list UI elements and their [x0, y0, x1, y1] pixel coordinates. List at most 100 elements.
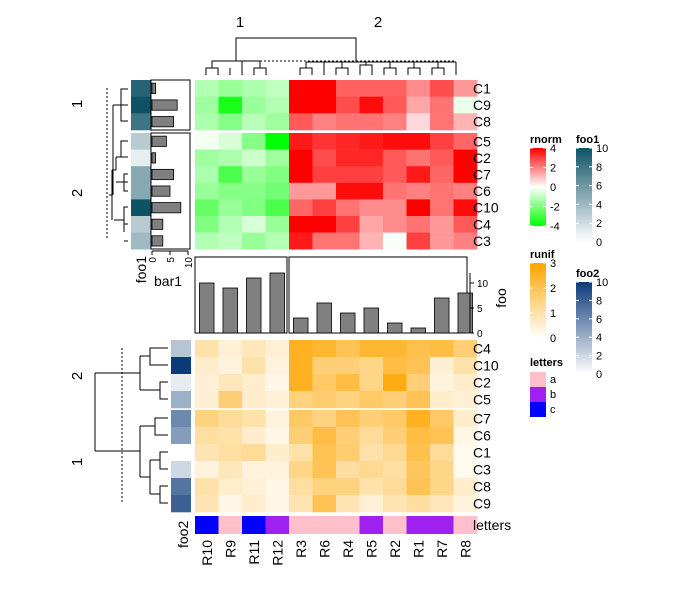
runif-cell	[312, 427, 337, 445]
rnorm-cell	[359, 166, 384, 184]
runif-cell	[289, 444, 313, 462]
rnorm-cell	[195, 232, 219, 250]
runif-cell	[242, 478, 266, 496]
column-label: R6	[316, 540, 332, 558]
runif-cell	[359, 357, 384, 375]
column-split-label: 1	[236, 14, 244, 31]
rnorm-cell	[383, 80, 407, 97]
runif-cell	[195, 391, 219, 409]
runif-cell	[336, 478, 360, 496]
runif-cell	[383, 357, 407, 375]
letters-cell	[383, 516, 407, 534]
letters-cell	[265, 516, 290, 534]
column-label: R2	[387, 540, 403, 558]
runif-cell	[430, 374, 454, 392]
rnorm-cell	[453, 232, 478, 250]
runif-cell	[312, 410, 337, 428]
runif-cell	[453, 478, 478, 496]
rnorm-cell	[242, 182, 266, 200]
rnorm-cell	[242, 216, 266, 233]
bar1-bar	[151, 235, 164, 247]
letters-cell	[430, 516, 454, 534]
runif-cell	[195, 427, 219, 445]
column-label: R9	[222, 540, 238, 558]
runif-cell	[453, 391, 478, 409]
foo-bar	[293, 317, 309, 334]
rnorm-cell	[265, 133, 290, 150]
letters-cell	[406, 516, 431, 534]
rnorm-cell	[195, 149, 219, 167]
rnorm-cell	[265, 166, 290, 184]
rnorm-cell	[336, 232, 360, 250]
rnorm-cell	[312, 96, 337, 114]
runif-cell	[242, 340, 266, 358]
rnorm-cell	[242, 232, 266, 250]
rnorm-cell	[383, 166, 407, 184]
runif-cell	[359, 410, 384, 428]
runif-legend-tick-label: 2	[550, 283, 556, 295]
runif-cell	[312, 478, 337, 496]
runif-cell	[430, 391, 454, 409]
runif-cell	[453, 427, 478, 445]
foo-label: foo	[493, 288, 509, 308]
rnorm-cell	[406, 96, 431, 114]
runif-cell	[195, 357, 219, 375]
bar1-panel	[150, 79, 191, 131]
foo-bar	[340, 312, 356, 334]
runif-cell	[406, 478, 431, 496]
runif-cell	[218, 357, 243, 375]
runif-cell	[265, 357, 290, 375]
rnorm-cell	[359, 133, 384, 150]
runif-cell	[218, 478, 243, 496]
rnorm-cell	[383, 182, 407, 200]
rnorm-legend-tick-label: 2	[550, 163, 556, 175]
column-label: R4	[340, 540, 356, 558]
runif-cell	[195, 444, 219, 462]
runif-cell	[312, 444, 337, 462]
top-row-label: C2	[473, 150, 491, 166]
letters-cell	[195, 516, 219, 534]
runif-cell	[359, 374, 384, 392]
foo1-cell	[131, 96, 151, 114]
rnorm-cell	[406, 166, 431, 184]
column-label: R5	[363, 540, 379, 558]
letters-legend-label: c	[550, 404, 556, 416]
foo-bar	[410, 327, 426, 334]
runif-cell	[242, 427, 266, 445]
runif-cell	[265, 495, 290, 513]
column-label: R3	[293, 540, 309, 558]
rnorm-cell	[359, 113, 384, 131]
rnorm-cell	[430, 149, 454, 167]
foo2-legend-tick-label: 0	[596, 369, 602, 381]
foo1-legend-tick-label: 4	[596, 199, 602, 211]
rnorm-cell	[312, 182, 337, 200]
runif-cell	[265, 444, 290, 462]
runif-cell	[359, 427, 384, 445]
bottom-split-label: 2	[69, 372, 86, 380]
rnorm-cell	[289, 149, 313, 167]
rnorm-cell	[453, 166, 478, 184]
runif-cell	[336, 444, 360, 462]
rnorm-cell	[359, 216, 384, 233]
runif-cell	[265, 461, 290, 479]
bar1-tick-label: 10	[184, 257, 195, 269]
runif-cell	[265, 478, 290, 496]
rnorm-cell	[406, 199, 431, 217]
rnorm-cell	[430, 96, 454, 114]
foo1-legend-tick-label: 2	[596, 218, 602, 230]
rnorm-cell	[430, 133, 454, 150]
runif-cell	[312, 357, 337, 375]
runif-cell	[242, 357, 266, 375]
rnorm-cell	[265, 232, 290, 250]
runif-cell	[336, 410, 360, 428]
runif-cell	[383, 495, 407, 513]
runif-cell	[383, 374, 407, 392]
foo2-legend-bar	[576, 282, 592, 374]
rnorm-cell	[312, 232, 337, 250]
rnorm-cell	[242, 199, 266, 217]
bottom-row-label: C10	[473, 358, 499, 374]
rnorm-cell	[383, 133, 407, 150]
rnorm-cell	[359, 80, 384, 97]
bottom-row-label: C3	[473, 462, 491, 478]
